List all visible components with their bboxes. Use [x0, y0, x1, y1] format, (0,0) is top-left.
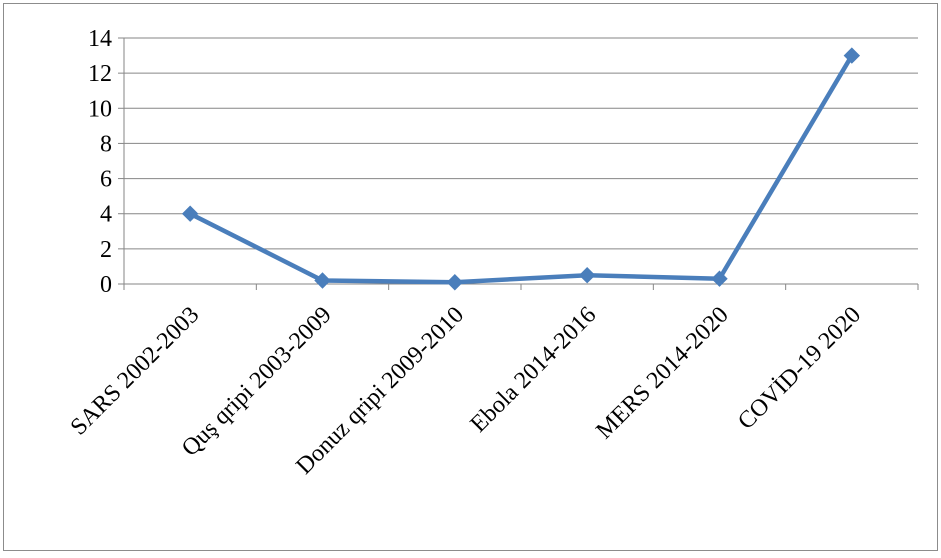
series-1: [181, 47, 861, 291]
y-tick-label: 4: [100, 202, 112, 228]
x-tick-label: Quş qripi 2003-2009: [177, 302, 337, 462]
data-point-marker: [711, 270, 728, 287]
x-tick-label: SARS 2002-2003: [66, 302, 205, 441]
x-tick-label: COVİD-19 2020: [733, 302, 866, 435]
y-tick-label: 8: [100, 131, 112, 157]
series-line: [187, 53, 855, 285]
y-tick-label: 0: [100, 272, 112, 298]
data-point-marker: [843, 47, 861, 64]
chart-frame: 0 2 4 6 8 10 12 14 SARS 2002-2003 Quş qripi 2003…: [3, 3, 938, 551]
x-tick-label: Ebola 2014-2016: [466, 302, 602, 438]
y-tick-label: 6: [100, 167, 112, 193]
data-point-marker: [314, 272, 331, 289]
data-point-marker: [578, 267, 596, 284]
y-tick-label: 14: [88, 26, 112, 52]
y-tick-label: 2: [100, 237, 112, 263]
x-tick-label: MERS 2014-2020: [591, 302, 733, 444]
axes: [118, 37, 919, 290]
data-point-marker: [181, 205, 199, 222]
gridlines: [124, 37, 918, 250]
data-point-marker: [446, 274, 464, 291]
y-tick-labels: 0 2 4 6 8 10 12 14: [88, 26, 112, 298]
y-tick-label: 10: [88, 96, 112, 122]
y-tick-label: 12: [88, 61, 112, 87]
